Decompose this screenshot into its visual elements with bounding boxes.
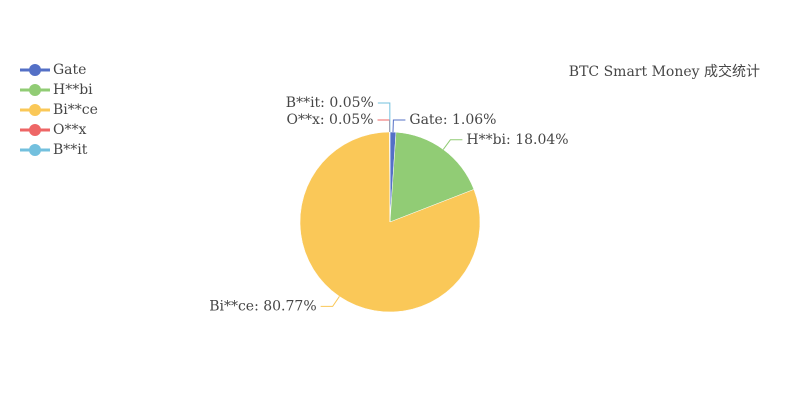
legend-item[interactable]: O**x: [20, 122, 86, 138]
data-label: B**it: 0.05%: [286, 95, 374, 111]
legend-label: Bi**ce: [53, 102, 98, 118]
label-line: [377, 119, 391, 133]
data-label: Bi**ce: 80.77%: [209, 298, 316, 314]
legend-label: H**bi: [53, 82, 93, 98]
legend-item[interactable]: Bi**ce: [20, 102, 98, 118]
legend-label: O**x: [53, 122, 86, 138]
label-line: [392, 119, 406, 133]
legend-item[interactable]: B**it: [20, 142, 88, 158]
label-line: [442, 139, 463, 150]
legend-label: Gate: [53, 62, 86, 78]
legend-marker: [29, 124, 41, 136]
legend-label: B**it: [53, 142, 88, 158]
legend-marker: [29, 104, 41, 116]
data-label: O**x: 0.05%: [287, 112, 374, 128]
chart-title: BTC Smart Money 成交统计: [569, 63, 760, 80]
data-label: H**bi: 18.04%: [466, 132, 568, 148]
label-line: [377, 102, 391, 133]
pie-slice: [389, 131, 475, 223]
legend-marker: [29, 144, 41, 156]
label-line: [320, 296, 340, 307]
data-label: Gate: 1.06%: [409, 112, 496, 128]
legend-marker: [29, 64, 41, 76]
legend-item[interactable]: H**bi: [20, 82, 93, 98]
legend-marker: [29, 84, 41, 96]
legend-item[interactable]: Gate: [20, 62, 86, 78]
